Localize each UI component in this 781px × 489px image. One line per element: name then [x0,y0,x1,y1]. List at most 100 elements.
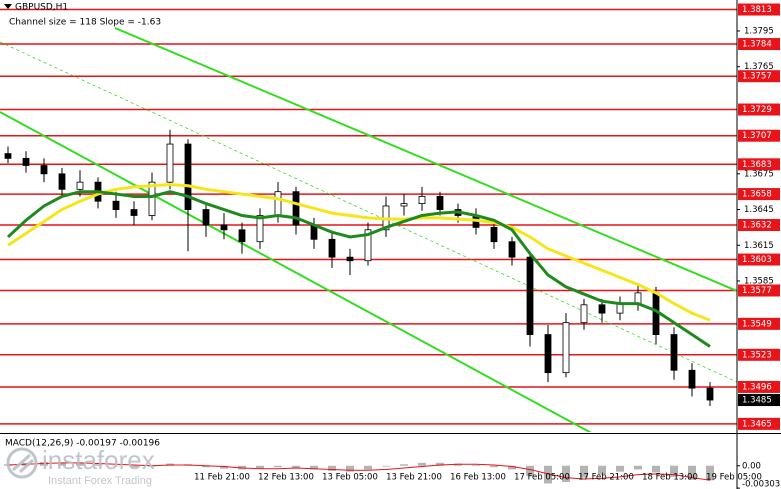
macd-tick-label: 0.00 [742,461,761,471]
level-label: 1.3729 [742,105,772,115]
macd-bar [202,465,210,468]
channel-lower [0,111,592,432]
candle-body [292,191,300,226]
y-tick-label: 1.3615 [744,241,774,251]
y-tick-label: 1.3645 [744,205,774,215]
candle-body [346,256,354,262]
candle-body [436,196,444,210]
level-label: 1.3707 [742,131,772,141]
candle-body [130,209,138,216]
macd-bar [220,465,228,469]
candle-body [418,196,426,204]
candle-body [562,322,570,374]
macd-bar [346,465,354,472]
macd-bar [112,465,120,467]
moving-average [7,183,711,322]
moving-average [6,190,711,348]
watermark-logo [6,447,38,479]
candle-body [400,203,408,207]
candle-body [184,143,192,210]
macd-bar [382,465,390,467]
level-label-box [738,417,780,430]
candle-body [256,215,264,243]
macd-bar [580,465,588,478]
candle-body [238,229,246,243]
macd-bar [364,465,372,470]
candle-body [328,238,336,258]
candle-body [166,143,174,183]
macd-bar [292,465,300,468]
x-tick-label: 18 Feb 13:00 [642,473,698,483]
chart-subtitle: Channel size = 118 Slope = -1.63 [9,18,161,28]
candle-body [148,181,156,216]
y-tick-label: 1.3765 [744,62,774,72]
level-label: 1.3465 [742,419,772,429]
macd-bar [94,464,102,466]
macd-bar [508,465,516,470]
macd-bar [256,465,264,469]
candle-body [688,369,696,389]
candle-body [706,387,714,401]
watermark-brand: instaforex [42,445,155,475]
level-label-box [738,348,780,361]
macd-bar [76,463,84,466]
watermark-tagline: Instant Forex Trading [48,475,152,487]
candle-body [670,334,678,371]
macd-bar [616,465,624,472]
macd-tick-label: -0.00303 [742,480,780,489]
x-tick-label: 13 Feb 05:00 [322,473,378,483]
level-label-box [738,284,780,297]
level-label: 1.3757 [742,72,772,82]
level-label: 1.3496 [742,382,772,392]
watermark-logo-mark [12,453,35,474]
macd-bar [706,465,714,481]
candle-body [112,200,120,210]
x-tick-label: 11 Feb 21:00 [194,473,250,483]
macd-bar [436,462,444,466]
x-tick-label: 12 Feb 13:00 [258,473,314,483]
macd-bar [688,465,696,480]
last-price-box [738,394,780,407]
macd-bar [400,464,408,466]
level-label: 1.3658 [742,190,772,200]
macd-bar [274,465,282,468]
level-label-box [738,158,780,171]
macd-pane: 0.00 -0.00303 [4,461,780,489]
candle-body [544,334,552,374]
macd-bar [598,465,606,475]
candle-body [580,304,588,324]
level-label: 1.3683 [742,160,772,170]
level-label-box [738,129,780,142]
candle-body [508,241,516,258]
macd-bar [328,465,336,471]
level-label: 1.3523 [742,350,772,360]
macd-bar [544,465,552,484]
level-label-box [738,103,780,116]
macd-bar [526,465,534,477]
x-tick-label: 19 Feb 05:00 [706,473,762,483]
last-price-label: 1.3485 [742,396,772,406]
macd-bar [490,465,498,468]
macd-bar [634,465,642,470]
channel-upper [114,27,737,292]
level-label: 1.3603 [742,255,772,265]
moving-averages [6,183,711,348]
macd-bar [472,465,480,466]
y-tick-label: 1.3675 [744,169,774,179]
candle-body [274,191,282,216]
x-tick-label: 16 Feb 13:00 [450,473,506,483]
level-label-box [738,188,780,201]
macd-bar [670,465,678,477]
macd-signal [7,462,711,481]
y-tick-label: 1.3585 [744,276,774,286]
candle-body [220,224,228,231]
level-label-box [738,219,780,232]
candle-body [40,165,48,175]
level-label: 1.3577 [742,286,772,296]
level-label: 1.3632 [742,221,772,231]
level-label-box [738,3,780,16]
level-label-box [738,317,780,330]
candle-body [490,227,498,243]
